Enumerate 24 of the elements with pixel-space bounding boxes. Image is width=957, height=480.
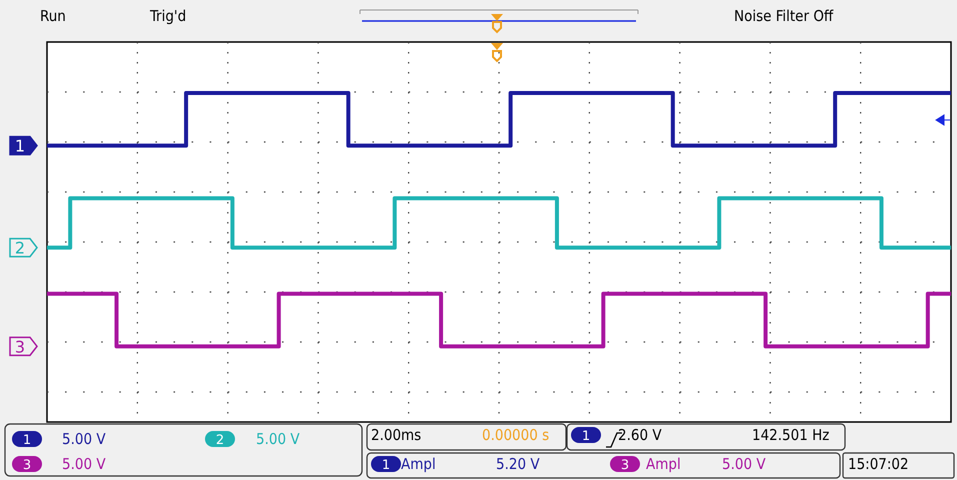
text: 0.00000 s <box>482 426 550 444</box>
text: 3 <box>22 458 32 473</box>
text: 1 <box>382 458 390 473</box>
text: 5.00 V <box>256 430 300 448</box>
series-label: 1 <box>14 136 26 156</box>
text: 2 <box>216 433 224 448</box>
text: Run <box>40 7 66 25</box>
text: Ampl <box>401 455 436 473</box>
text: Trig'd <box>149 7 186 25</box>
text: 3 <box>620 458 630 473</box>
text: 5.00 V <box>62 430 106 448</box>
text: Ampl <box>646 455 681 473</box>
text: 142.501 Hz <box>752 426 830 444</box>
text: 2.00ms <box>371 426 422 444</box>
text: 5.00 V <box>722 455 766 473</box>
text: 1 <box>22 433 32 448</box>
text: 5.20 V <box>496 455 540 473</box>
text: 1 <box>582 429 590 444</box>
text: 2.60 V <box>618 426 662 444</box>
text: 15:07:02 <box>848 455 909 473</box>
series-label: 2 <box>14 238 26 258</box>
text: Noise Filter Off <box>734 7 834 25</box>
text: 3 <box>14 337 26 356</box>
text: 5.00 V <box>62 455 106 473</box>
